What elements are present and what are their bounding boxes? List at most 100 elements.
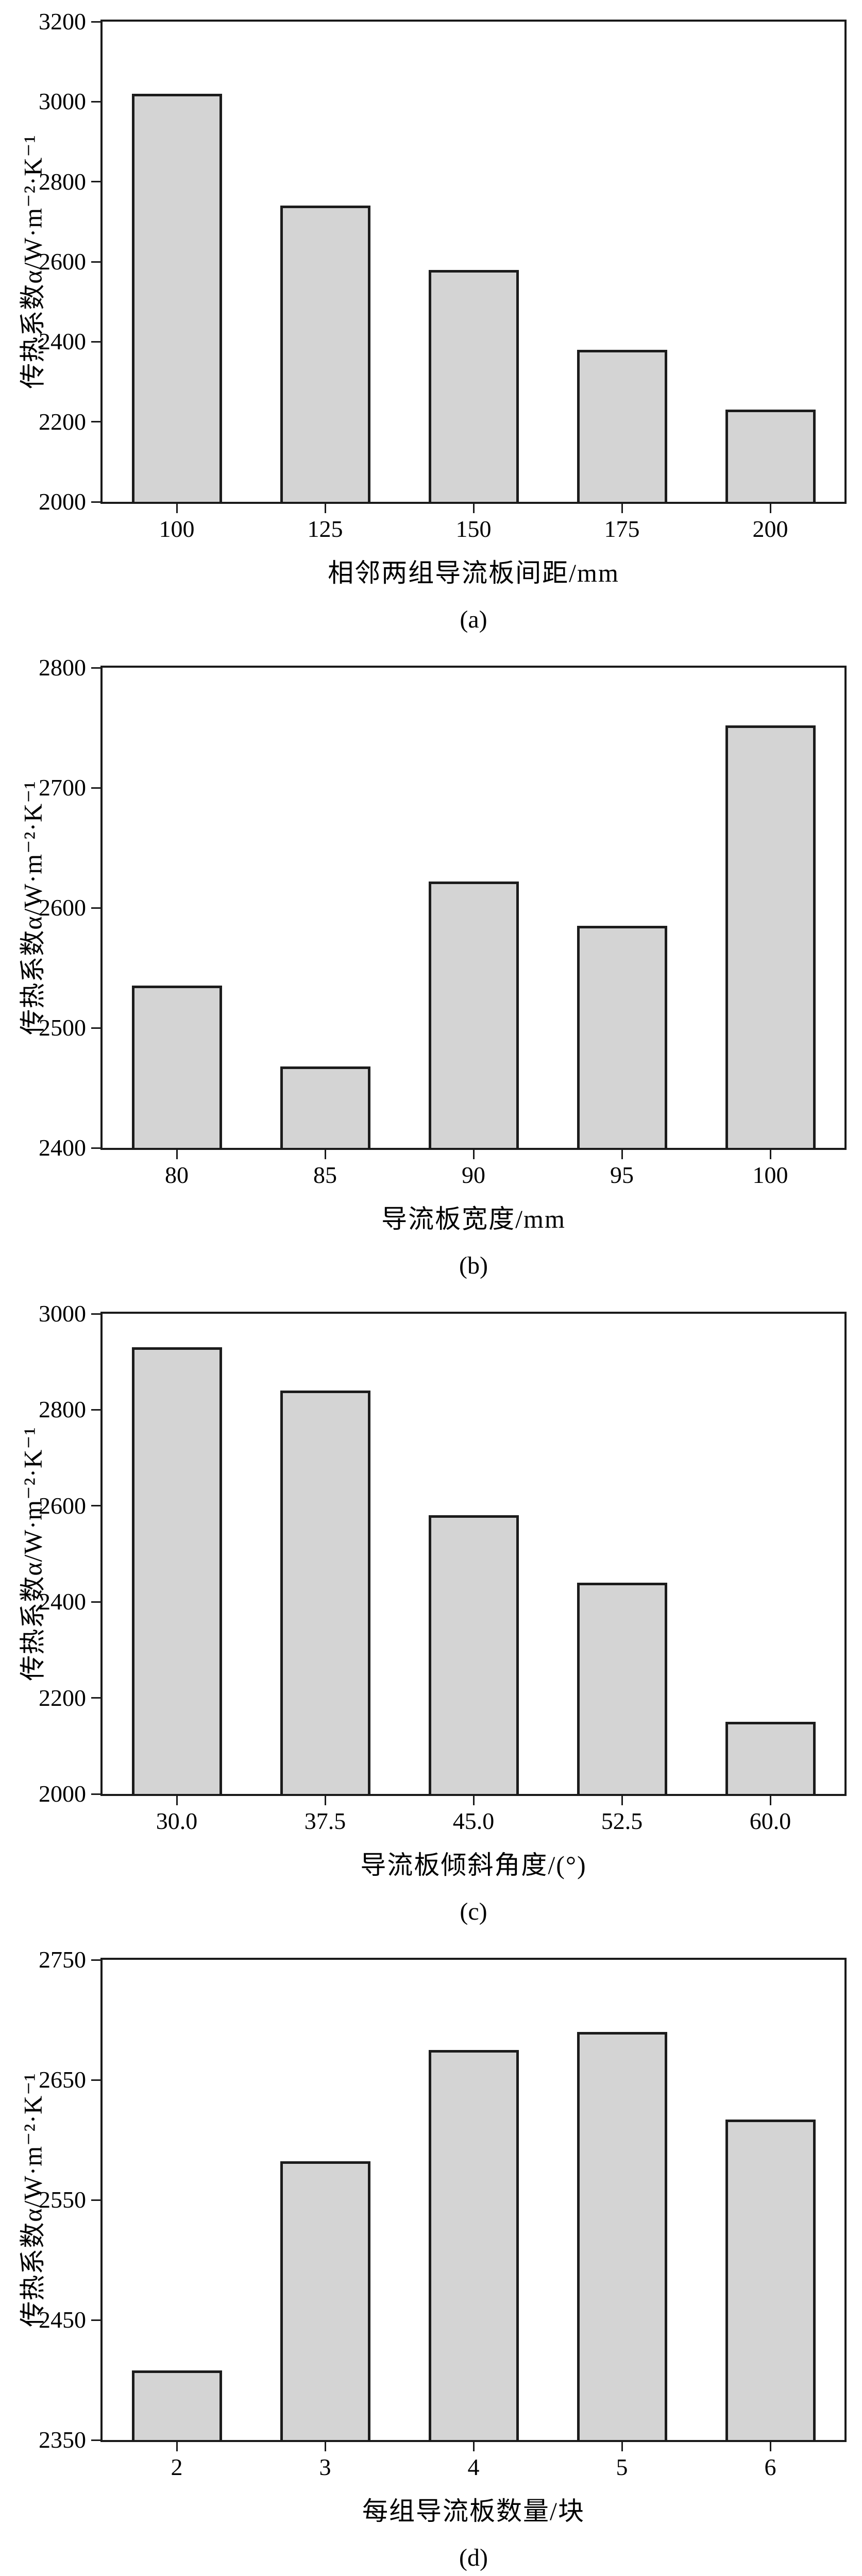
bar-37.5 (280, 1391, 370, 1794)
bar-100 (131, 93, 222, 502)
y-axis-title: 传热系数α/W·m⁻²·K⁻¹ (0, 1312, 62, 1796)
y-tick-label: 2200 (39, 408, 86, 435)
x-tick-label: 4 (467, 2454, 480, 2480)
y-tick-label: 2600 (39, 248, 86, 275)
bar-175 (577, 349, 667, 502)
y-tick-label: 3000 (39, 88, 86, 115)
x-tick-label: 52.5 (601, 1808, 643, 1834)
bar-200 (725, 410, 816, 502)
plot-area (100, 666, 847, 1150)
bar-45.0 (428, 1515, 519, 1794)
x-tick-label: 100 (159, 516, 195, 542)
x-tick-mark (621, 504, 623, 513)
x-tick-label: 95 (610, 1162, 634, 1188)
y-tick-label: 2550 (39, 2187, 86, 2213)
y-tick-mark (91, 1959, 100, 1961)
y-tick-label: 3200 (39, 8, 86, 35)
x-tick-mark (324, 1150, 326, 1159)
x-tick-label: 100 (752, 1162, 788, 1188)
x-tick-mark (472, 2442, 475, 2451)
y-tick-mark (91, 261, 100, 263)
x-tick-mark (176, 504, 178, 513)
y-tick-mark (91, 907, 100, 909)
y-tick-mark (91, 1601, 100, 1603)
y-tick-label: 2350 (39, 2427, 86, 2453)
y-tick-label: 2400 (39, 1134, 86, 1161)
y-tick-label: 2800 (39, 654, 86, 681)
bar-60.0 (725, 1722, 816, 1794)
x-axis-title: 导流板宽度/mm (381, 1205, 566, 1233)
x-tick-mark (621, 2442, 623, 2451)
y-tick-label: 2700 (39, 774, 86, 801)
panel-letter: (d) (459, 2544, 488, 2571)
bar-90 (428, 881, 519, 1148)
y-tick-label: 3000 (39, 1300, 86, 1327)
y-tick-mark (91, 181, 100, 183)
y-tick-mark (91, 2319, 100, 2321)
y-tick-label: 2200 (39, 1684, 86, 1711)
x-tick-mark (472, 1150, 475, 1159)
bar-95 (577, 925, 667, 1148)
panel-letter: (b) (459, 1252, 488, 1279)
bar-52.5 (577, 1582, 667, 1794)
y-tick-label: 2600 (39, 1492, 86, 1519)
y-tick-label: 2000 (39, 1781, 86, 1807)
x-axis-title: 相邻两组导流板间距/mm (328, 558, 619, 587)
chart-panel-d: 传热系数α/W·m⁻²·K⁻¹ 每组导流板数量/块 (d) 2350 2450 25… (0, 1938, 862, 2576)
y-tick-mark (91, 2439, 100, 2441)
y-tick-mark (91, 21, 100, 23)
y-tick-label: 2500 (39, 1014, 86, 1041)
y-tick-label: 2750 (39, 1946, 86, 1973)
y-tick-label: 2800 (39, 168, 86, 195)
y-tick-mark (91, 667, 100, 669)
x-tick-label: 90 (462, 1162, 485, 1188)
y-tick-mark (91, 341, 100, 343)
x-tick-label: 80 (165, 1162, 189, 1188)
chart-panel-b: 传热系数α/W·m⁻²·K⁻¹ 导流板宽度/mm (b) 2400 2500 260… (0, 646, 862, 1292)
y-tick-mark (91, 1027, 100, 1029)
x-tick-mark (769, 2442, 771, 2451)
x-tick-label: 85 (313, 1162, 337, 1188)
x-tick-label: 175 (604, 516, 640, 542)
x-tick-mark (176, 2442, 178, 2451)
x-tick-mark (176, 1796, 178, 1805)
x-tick-label: 45.0 (452, 1808, 495, 1834)
chart-panel-a: 传热系数α/W·m⁻²·K⁻¹ 相邻两组导流板间距/mm (a) 2000 220… (0, 0, 862, 646)
x-tick-label: 37.5 (304, 1808, 346, 1834)
x-tick-label: 200 (752, 516, 788, 542)
plot-area (100, 1958, 847, 2442)
y-tick-mark (91, 501, 100, 503)
panel-letter: (a) (460, 606, 487, 633)
x-tick-label: 30.0 (156, 1808, 198, 1834)
y-tick-mark (91, 2079, 100, 2081)
x-tick-mark (472, 1796, 475, 1805)
bar-80 (131, 986, 222, 1148)
x-axis-title: 每组导流板数量/块 (362, 2497, 585, 2526)
y-tick-label: 2400 (39, 328, 86, 355)
y-tick-mark (91, 787, 100, 789)
bar-4 (428, 2049, 519, 2440)
x-tick-label: 5 (616, 2454, 628, 2480)
bar-125 (280, 206, 370, 502)
x-tick-mark (324, 504, 326, 513)
x-tick-mark (324, 1796, 326, 1805)
y-axis-title-text: 传热系数α/W·m⁻²·K⁻¹ (19, 1427, 48, 1681)
y-tick-mark (91, 1409, 100, 1411)
x-tick-mark (621, 1150, 623, 1159)
bar-3 (280, 2161, 370, 2440)
bar-100 (725, 725, 816, 1148)
plot-area (100, 1312, 847, 1796)
plot-area (100, 20, 847, 504)
x-tick-label: 125 (307, 516, 343, 542)
bar-85 (280, 1066, 370, 1148)
x-tick-mark (769, 504, 771, 513)
x-axis-title: 导流板倾斜角度/(°) (360, 1851, 587, 1879)
bar-150 (428, 269, 519, 502)
bar-30.0 (131, 1347, 222, 1794)
x-tick-label: 2 (171, 2454, 183, 2480)
x-tick-label: 3 (319, 2454, 331, 2480)
bar-5 (577, 2031, 667, 2440)
bar-2 (131, 2370, 222, 2440)
y-tick-label: 2600 (39, 894, 86, 921)
